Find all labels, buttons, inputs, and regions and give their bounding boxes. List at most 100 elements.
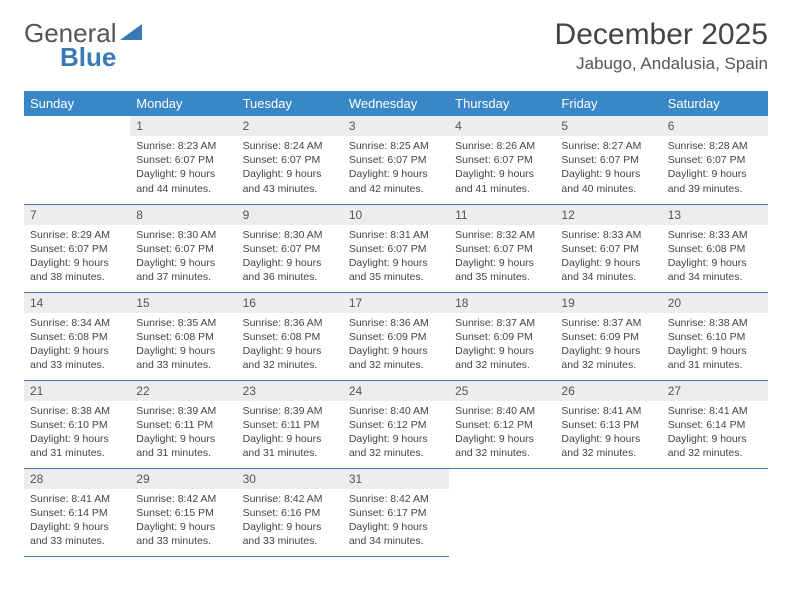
calendar-day-cell: 15Sunrise: 8:35 AMSunset: 6:08 PMDayligh… <box>130 292 236 380</box>
calendar-table: SundayMondayTuesdayWednesdayThursdayFrid… <box>24 91 768 557</box>
sunset-text: Sunset: 6:12 PM <box>349 418 443 432</box>
sunset-text: Sunset: 6:10 PM <box>30 418 124 432</box>
sunrise-text: Sunrise: 8:36 AM <box>349 316 443 330</box>
sunset-text: Sunset: 6:07 PM <box>668 153 762 167</box>
daylight-text: Daylight: 9 hours and 43 minutes. <box>243 167 337 195</box>
sunrise-text: Sunrise: 8:33 AM <box>668 228 762 242</box>
calendar-day-cell <box>555 468 661 556</box>
day-details: Sunrise: 8:32 AMSunset: 6:07 PMDaylight:… <box>449 225 555 291</box>
daylight-text: Daylight: 9 hours and 41 minutes. <box>455 167 549 195</box>
calendar-day-cell: 28Sunrise: 8:41 AMSunset: 6:14 PMDayligh… <box>24 468 130 556</box>
day-details: Sunrise: 8:33 AMSunset: 6:07 PMDaylight:… <box>555 225 661 291</box>
calendar-day-cell: 8Sunrise: 8:30 AMSunset: 6:07 PMDaylight… <box>130 204 236 292</box>
title-block: December 2025 Jabugo, Andalusia, Spain <box>555 18 768 74</box>
sunset-text: Sunset: 6:07 PM <box>561 153 655 167</box>
location-label: Jabugo, Andalusia, Spain <box>555 54 768 74</box>
calendar-day-cell: 13Sunrise: 8:33 AMSunset: 6:08 PMDayligh… <box>662 204 768 292</box>
calendar-day-cell: 7Sunrise: 8:29 AMSunset: 6:07 PMDaylight… <box>24 204 130 292</box>
day-details: Sunrise: 8:42 AMSunset: 6:15 PMDaylight:… <box>130 489 236 555</box>
sunset-text: Sunset: 6:17 PM <box>349 506 443 520</box>
calendar-day-cell: 18Sunrise: 8:37 AMSunset: 6:09 PMDayligh… <box>449 292 555 380</box>
day-details: Sunrise: 8:35 AMSunset: 6:08 PMDaylight:… <box>130 313 236 379</box>
calendar-day-cell <box>662 468 768 556</box>
calendar-day-cell: 5Sunrise: 8:27 AMSunset: 6:07 PMDaylight… <box>555 116 661 204</box>
day-number: 31 <box>343 469 449 489</box>
weekday-header: Wednesday <box>343 91 449 116</box>
sunset-text: Sunset: 6:11 PM <box>243 418 337 432</box>
sunrise-text: Sunrise: 8:37 AM <box>561 316 655 330</box>
day-number: 2 <box>237 116 343 136</box>
daylight-text: Daylight: 9 hours and 33 minutes. <box>136 520 230 548</box>
daylight-text: Daylight: 9 hours and 31 minutes. <box>30 432 124 460</box>
calendar-day-cell: 16Sunrise: 8:36 AMSunset: 6:08 PMDayligh… <box>237 292 343 380</box>
daylight-text: Daylight: 9 hours and 32 minutes. <box>668 432 762 460</box>
day-number: 24 <box>343 381 449 401</box>
sunset-text: Sunset: 6:09 PM <box>561 330 655 344</box>
day-number: 21 <box>24 381 130 401</box>
calendar-day-cell: 9Sunrise: 8:30 AMSunset: 6:07 PMDaylight… <box>237 204 343 292</box>
day-number: 8 <box>130 205 236 225</box>
sunrise-text: Sunrise: 8:26 AM <box>455 139 549 153</box>
day-details: Sunrise: 8:30 AMSunset: 6:07 PMDaylight:… <box>130 225 236 291</box>
day-number: 15 <box>130 293 236 313</box>
day-details: Sunrise: 8:40 AMSunset: 6:12 PMDaylight:… <box>343 401 449 467</box>
calendar-day-cell: 14Sunrise: 8:34 AMSunset: 6:08 PMDayligh… <box>24 292 130 380</box>
calendar-day-cell: 21Sunrise: 8:38 AMSunset: 6:10 PMDayligh… <box>24 380 130 468</box>
calendar-day-cell: 20Sunrise: 8:38 AMSunset: 6:10 PMDayligh… <box>662 292 768 380</box>
daylight-text: Daylight: 9 hours and 34 minutes. <box>561 256 655 284</box>
daylight-text: Daylight: 9 hours and 36 minutes. <box>243 256 337 284</box>
sunset-text: Sunset: 6:08 PM <box>243 330 337 344</box>
sunrise-text: Sunrise: 8:28 AM <box>668 139 762 153</box>
daylight-text: Daylight: 9 hours and 39 minutes. <box>668 167 762 195</box>
day-number: 12 <box>555 205 661 225</box>
day-details: Sunrise: 8:39 AMSunset: 6:11 PMDaylight:… <box>130 401 236 467</box>
weekday-header: Sunday <box>24 91 130 116</box>
sunrise-text: Sunrise: 8:29 AM <box>30 228 124 242</box>
calendar-day-cell <box>449 468 555 556</box>
calendar-day-cell: 27Sunrise: 8:41 AMSunset: 6:14 PMDayligh… <box>662 380 768 468</box>
daylight-text: Daylight: 9 hours and 37 minutes. <box>136 256 230 284</box>
daylight-text: Daylight: 9 hours and 32 minutes. <box>243 344 337 372</box>
daylight-text: Daylight: 9 hours and 33 minutes. <box>30 520 124 548</box>
sunset-text: Sunset: 6:13 PM <box>561 418 655 432</box>
weekday-header: Monday <box>130 91 236 116</box>
calendar-day-cell: 3Sunrise: 8:25 AMSunset: 6:07 PMDaylight… <box>343 116 449 204</box>
day-number <box>449 469 555 489</box>
day-number: 4 <box>449 116 555 136</box>
day-number <box>662 469 768 489</box>
sunset-text: Sunset: 6:07 PM <box>561 242 655 256</box>
sunset-text: Sunset: 6:07 PM <box>243 242 337 256</box>
sunset-text: Sunset: 6:07 PM <box>349 153 443 167</box>
daylight-text: Daylight: 9 hours and 42 minutes. <box>349 167 443 195</box>
weekday-header-row: SundayMondayTuesdayWednesdayThursdayFrid… <box>24 91 768 116</box>
sunrise-text: Sunrise: 8:42 AM <box>243 492 337 506</box>
day-number: 5 <box>555 116 661 136</box>
day-details: Sunrise: 8:42 AMSunset: 6:17 PMDaylight:… <box>343 489 449 555</box>
sunset-text: Sunset: 6:15 PM <box>136 506 230 520</box>
calendar-day-cell: 25Sunrise: 8:40 AMSunset: 6:12 PMDayligh… <box>449 380 555 468</box>
sunrise-text: Sunrise: 8:39 AM <box>136 404 230 418</box>
daylight-text: Daylight: 9 hours and 33 minutes. <box>243 520 337 548</box>
day-details: Sunrise: 8:31 AMSunset: 6:07 PMDaylight:… <box>343 225 449 291</box>
calendar-week-row: 1Sunrise: 8:23 AMSunset: 6:07 PMDaylight… <box>24 116 768 204</box>
day-number: 22 <box>130 381 236 401</box>
day-number: 30 <box>237 469 343 489</box>
sunrise-text: Sunrise: 8:40 AM <box>455 404 549 418</box>
daylight-text: Daylight: 9 hours and 40 minutes. <box>561 167 655 195</box>
day-details: Sunrise: 8:27 AMSunset: 6:07 PMDaylight:… <box>555 136 661 202</box>
calendar-day-cell: 30Sunrise: 8:42 AMSunset: 6:16 PMDayligh… <box>237 468 343 556</box>
sunset-text: Sunset: 6:12 PM <box>455 418 549 432</box>
calendar-day-cell: 10Sunrise: 8:31 AMSunset: 6:07 PMDayligh… <box>343 204 449 292</box>
calendar-week-row: 14Sunrise: 8:34 AMSunset: 6:08 PMDayligh… <box>24 292 768 380</box>
daylight-text: Daylight: 9 hours and 32 minutes. <box>455 344 549 372</box>
weekday-header: Thursday <box>449 91 555 116</box>
daylight-text: Daylight: 9 hours and 35 minutes. <box>455 256 549 284</box>
daylight-text: Daylight: 9 hours and 33 minutes. <box>30 344 124 372</box>
month-title: December 2025 <box>555 18 768 52</box>
calendar-day-cell: 26Sunrise: 8:41 AMSunset: 6:13 PMDayligh… <box>555 380 661 468</box>
day-number: 7 <box>24 205 130 225</box>
sunset-text: Sunset: 6:14 PM <box>668 418 762 432</box>
daylight-text: Daylight: 9 hours and 35 minutes. <box>349 256 443 284</box>
sunrise-text: Sunrise: 8:40 AM <box>349 404 443 418</box>
day-details: Sunrise: 8:28 AMSunset: 6:07 PMDaylight:… <box>662 136 768 202</box>
